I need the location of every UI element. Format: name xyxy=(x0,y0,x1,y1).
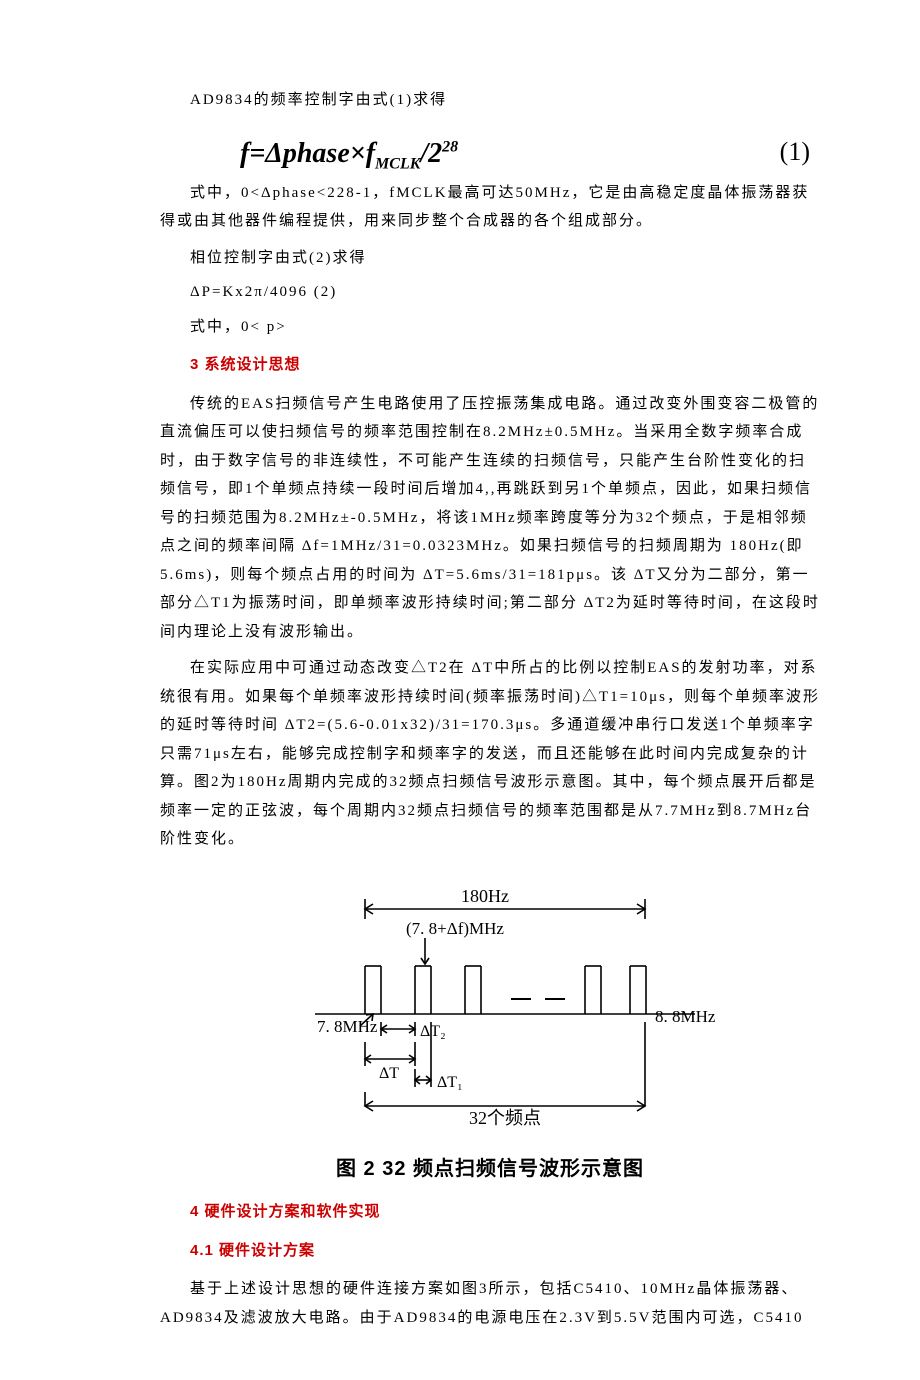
label-left-freq: 7. 8MHz xyxy=(317,1017,378,1036)
paragraph-5: 式中，0< p> xyxy=(160,313,820,342)
label-dt: ΔT xyxy=(379,1065,399,1082)
heading-4: 4 硬件设计方案和软件实现 xyxy=(160,1198,820,1227)
paragraph-8: 基于上述设计思想的硬件连接方案如图3所示，包括C5410、10MHz晶体振荡器、… xyxy=(160,1275,820,1332)
heading-4-1: 4.1 硬件设计方案 xyxy=(160,1237,820,1266)
paragraph-7: 在实际应用中可通过动态改变△T2在 ΔT中所占的比例以控制EAS的发射功率，对系… xyxy=(160,654,820,854)
paragraph-3: 相位控制字由式(2)求得 xyxy=(160,244,820,273)
heading-3: 3 系统设计思想 xyxy=(160,351,820,380)
paragraph-2: 式中，0<Δphase<228-1，fMCLK最高可达50MHz，它是由高稳定度… xyxy=(160,179,820,236)
label-top-freq: (7. 8+Δf)MHz xyxy=(406,919,504,938)
label-dt2: ΔT₂ xyxy=(420,1023,446,1040)
paragraph-4: ΔP=Kx2π/4096 (2) xyxy=(160,278,820,307)
label-32points: 32个频点 xyxy=(469,1108,541,1128)
figure-2-diagram: 180Hz (7. 8+Δf)MHz xyxy=(160,874,820,1145)
paragraph-intro: AD9834的频率控制字由式(1)求得 xyxy=(160,86,820,115)
formula-expression: f=Δphase×fMCLK/228 xyxy=(240,127,458,180)
label-dt1: ΔT₁ xyxy=(437,1074,463,1091)
paragraph-6: 传统的EAS扫频信号产生电路使用了压控振荡集成电路。通过改变外围变容二极管的直流… xyxy=(160,390,820,647)
label-180hz: 180Hz xyxy=(461,886,509,906)
label-right-freq: 8. 8MHz xyxy=(655,1007,716,1026)
formula-number: (1) xyxy=(780,127,810,176)
formula-1: f=Δphase×fMCLK/228 (1) xyxy=(240,127,820,167)
figure-2-caption: 图 2 32 频点扫频信号波形示意图 xyxy=(160,1150,820,1188)
